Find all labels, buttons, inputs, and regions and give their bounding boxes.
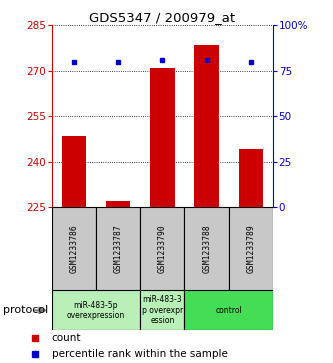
Bar bbox=[106, 201, 130, 207]
Text: miR-483-5p
overexpression: miR-483-5p overexpression bbox=[67, 301, 125, 320]
Title: GDS5347 / 200979_at: GDS5347 / 200979_at bbox=[89, 11, 235, 24]
Bar bbox=[140, 207, 184, 290]
Text: GSM1233786: GSM1233786 bbox=[69, 224, 78, 273]
Bar bbox=[184, 290, 273, 330]
Text: GSM1233788: GSM1233788 bbox=[202, 224, 211, 273]
Text: GSM1233790: GSM1233790 bbox=[158, 224, 167, 273]
Bar bbox=[52, 207, 96, 290]
Text: GSM1233789: GSM1233789 bbox=[246, 224, 255, 273]
Text: percentile rank within the sample: percentile rank within the sample bbox=[52, 348, 227, 359]
Text: GSM1233787: GSM1233787 bbox=[114, 224, 123, 273]
Bar bbox=[229, 207, 273, 290]
Text: protocol: protocol bbox=[3, 305, 49, 315]
Text: count: count bbox=[52, 333, 81, 343]
Bar bbox=[194, 45, 219, 207]
Bar bbox=[140, 290, 184, 330]
Text: miR-483-3
p overexpr
ession: miR-483-3 p overexpr ession bbox=[142, 295, 183, 325]
Bar bbox=[52, 290, 140, 330]
Text: control: control bbox=[215, 306, 242, 315]
Bar bbox=[239, 150, 263, 207]
Bar bbox=[184, 207, 229, 290]
Bar bbox=[96, 207, 140, 290]
Bar bbox=[62, 136, 86, 207]
Bar bbox=[150, 68, 174, 207]
